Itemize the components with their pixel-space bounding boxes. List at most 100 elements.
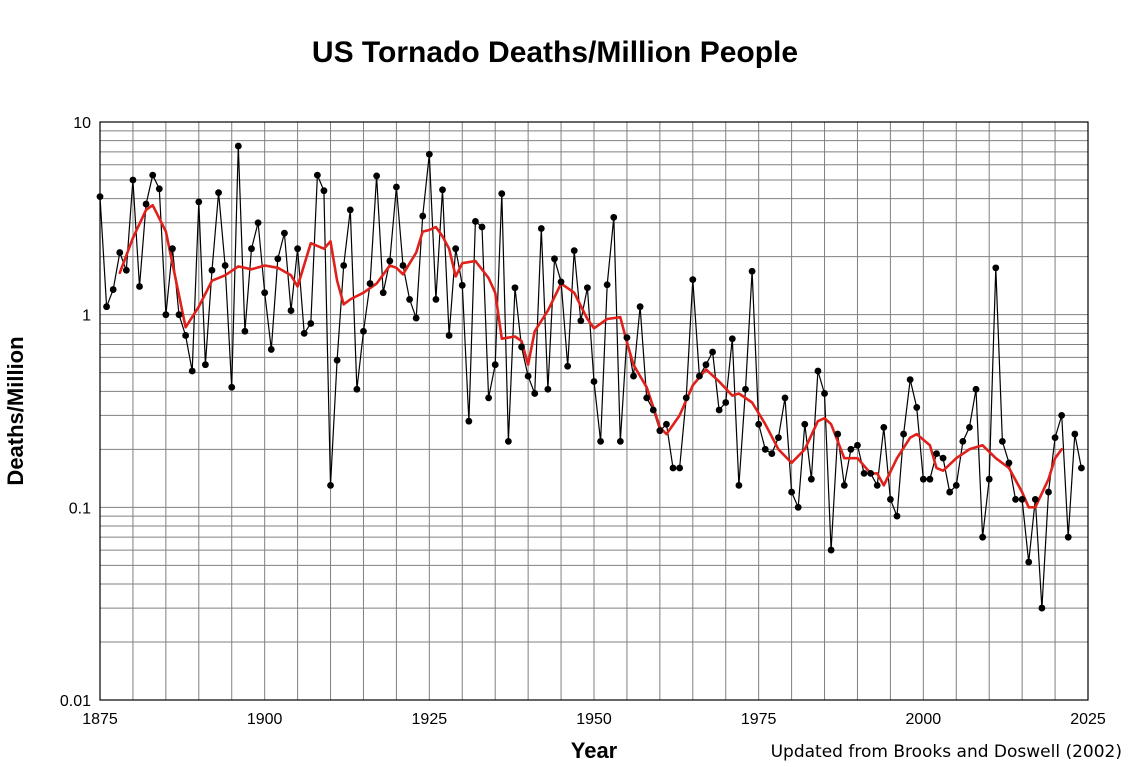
y-axis-label: Deaths/Million xyxy=(3,336,28,485)
x-tick-label: 1975 xyxy=(741,711,777,728)
plot-frame xyxy=(99,121,1089,701)
data-point xyxy=(1012,495,1019,503)
data-point xyxy=(103,303,110,311)
data-point xyxy=(551,255,558,263)
data-point xyxy=(1045,488,1052,496)
data-point xyxy=(498,190,506,197)
data-point xyxy=(162,311,170,319)
data-point xyxy=(221,262,229,269)
data-point xyxy=(959,437,967,445)
data-point xyxy=(933,450,940,458)
data-point xyxy=(109,286,117,293)
data-point xyxy=(709,348,716,356)
data-point xyxy=(880,423,888,431)
data-point xyxy=(663,420,670,428)
data-point xyxy=(946,488,954,496)
data-point xyxy=(287,307,295,314)
data-point xyxy=(636,303,644,311)
data-point xyxy=(854,441,861,449)
data-point xyxy=(169,245,176,253)
data-point xyxy=(900,430,907,438)
x-tick-labels: 1875 1900 1925 1950 1975 2000 2025 xyxy=(82,711,1106,728)
data-point xyxy=(478,223,486,231)
data-point xyxy=(794,503,802,511)
x-tick-label: 1875 xyxy=(82,711,118,728)
data-point xyxy=(1064,533,1072,541)
data-point xyxy=(419,212,427,220)
data-point xyxy=(926,475,934,483)
data-point xyxy=(346,206,354,214)
data-point xyxy=(597,437,604,445)
data-point xyxy=(998,437,1006,445)
data-point xyxy=(175,311,183,319)
data-point xyxy=(919,475,927,483)
x-tick-label: 1950 xyxy=(576,711,612,728)
data-point xyxy=(564,362,572,370)
y-tick-labels: 10 1 0.1 0.01 xyxy=(60,115,91,710)
data-point xyxy=(366,280,374,287)
data-point xyxy=(195,198,203,206)
data-point xyxy=(531,390,539,397)
data-point xyxy=(867,470,875,477)
data-point xyxy=(425,150,433,158)
data-point xyxy=(722,399,730,406)
data-point xyxy=(544,385,552,393)
data-point xyxy=(485,394,493,402)
data-point xyxy=(860,470,868,477)
data-point xyxy=(742,385,749,393)
data-point xyxy=(570,247,578,255)
data-point xyxy=(386,257,394,265)
data-point xyxy=(432,296,440,303)
data-point xyxy=(353,385,361,393)
data-point xyxy=(406,296,413,303)
data-point xyxy=(847,445,855,453)
data-point xyxy=(972,385,980,393)
data-point xyxy=(728,335,736,343)
data-point xyxy=(1058,412,1066,419)
data-point xyxy=(1051,434,1059,442)
data-point xyxy=(399,262,407,269)
x-tick-label: 2000 xyxy=(906,711,942,728)
data-point xyxy=(511,284,519,292)
data-point xyxy=(649,406,657,414)
data-point xyxy=(228,383,236,391)
data-point xyxy=(281,229,288,237)
data-point xyxy=(340,262,348,269)
data-point xyxy=(840,481,848,489)
data-point xyxy=(610,213,618,221)
data-point xyxy=(887,495,894,503)
smoothed-trend-line xyxy=(118,203,1063,509)
data-point xyxy=(155,185,163,193)
data-point xyxy=(682,394,690,402)
data-point xyxy=(1025,558,1033,566)
data-point xyxy=(834,430,842,438)
data-point xyxy=(603,281,611,289)
data-point xyxy=(136,283,143,290)
data-point xyxy=(261,289,269,297)
data-point xyxy=(715,406,723,414)
y-tick-label: 0.1 xyxy=(69,500,91,517)
data-point xyxy=(294,245,301,253)
data-point xyxy=(577,317,585,325)
data-point xyxy=(630,372,637,380)
data-point xyxy=(814,367,822,375)
data-point xyxy=(241,327,249,335)
data-point xyxy=(373,172,381,180)
data-point xyxy=(992,264,1000,272)
x-tick-label: 1925 xyxy=(412,711,448,728)
credit-note: Updated from Brooks and Doswell (2002) xyxy=(771,742,1122,762)
data-point xyxy=(702,361,710,369)
data-point xyxy=(689,276,697,284)
data-point xyxy=(768,450,776,458)
data-point xyxy=(307,320,315,327)
data-point xyxy=(827,546,835,554)
y-tick-label: 0.01 xyxy=(60,693,91,710)
data-point xyxy=(623,334,631,342)
data-point xyxy=(643,394,651,402)
data-point xyxy=(755,420,763,428)
data-point xyxy=(201,361,209,369)
data-point xyxy=(465,417,473,425)
data-point xyxy=(669,464,677,472)
data-point xyxy=(1078,464,1085,472)
